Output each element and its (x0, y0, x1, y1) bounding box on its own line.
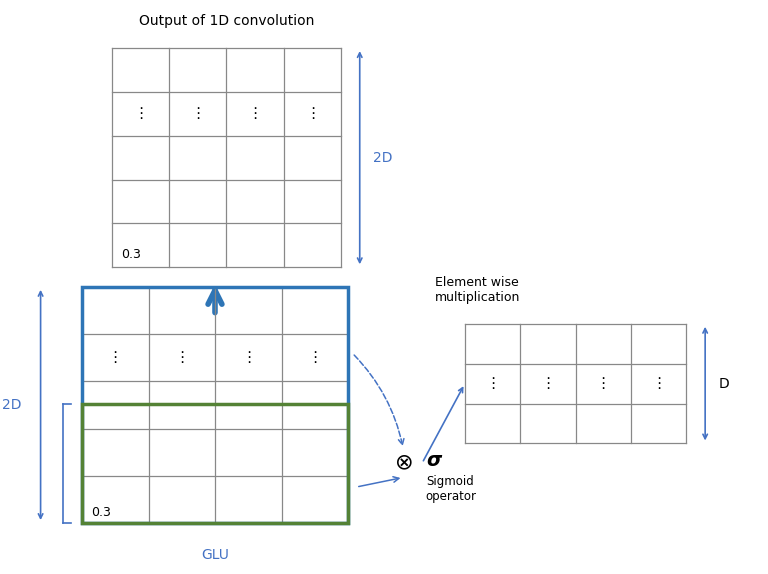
Text: ⋮: ⋮ (241, 350, 257, 365)
Text: ⋮: ⋮ (596, 376, 611, 391)
Text: ⋮: ⋮ (651, 376, 667, 391)
Text: 0.3: 0.3 (121, 247, 141, 261)
Text: ⋮: ⋮ (108, 350, 123, 365)
Text: ⋮: ⋮ (485, 376, 500, 391)
Bar (82, 404, 349, 523)
Text: ⋮: ⋮ (133, 106, 148, 122)
Text: Output of 1D convolution: Output of 1D convolution (139, 14, 314, 28)
Text: σ: σ (425, 451, 441, 470)
Text: GLU: GLU (201, 549, 229, 563)
Text: ⋮: ⋮ (305, 106, 320, 122)
Text: Element wise
multiplication: Element wise multiplication (435, 276, 520, 304)
Bar (82, 287, 349, 523)
Text: ⋮: ⋮ (541, 376, 555, 391)
Text: D: D (719, 377, 730, 391)
Text: ⋮: ⋮ (247, 106, 263, 122)
Text: ⋮: ⋮ (307, 350, 323, 365)
Text: Sigmoid
operator: Sigmoid operator (425, 475, 477, 503)
Text: 2D: 2D (2, 398, 22, 412)
Text: ⋮: ⋮ (174, 350, 190, 365)
Text: 2D: 2D (373, 151, 392, 165)
Text: 0.3: 0.3 (91, 506, 111, 519)
Text: $\otimes$: $\otimes$ (394, 453, 412, 473)
Text: ⋮: ⋮ (190, 106, 206, 122)
